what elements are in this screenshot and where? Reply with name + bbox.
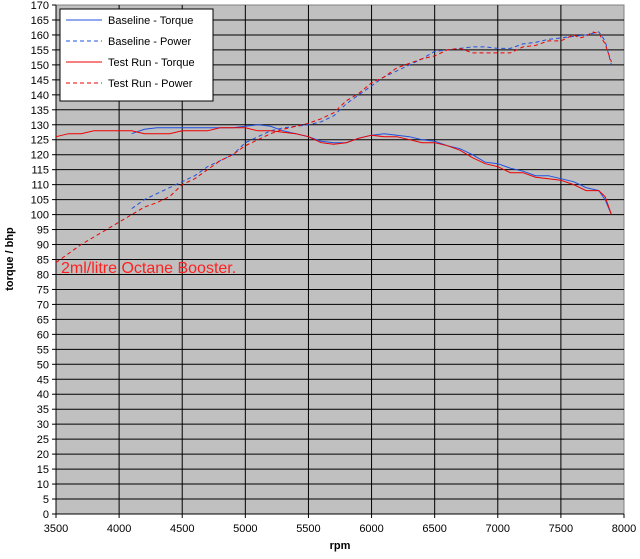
y-tick-label: 5 (43, 494, 49, 506)
y-tick-label: 135 (31, 105, 49, 117)
y-tick-label: 55 (37, 344, 49, 356)
gridlines (56, 5, 624, 514)
y-tick-label: 110 (31, 180, 49, 192)
x-tick-label: 7500 (549, 523, 573, 535)
y-tick-label: 115 (31, 165, 49, 177)
legend-label: Baseline - Power (108, 36, 191, 48)
legend-box (59, 8, 214, 102)
legend-label: Test Run - Power (108, 78, 193, 90)
y-tick-label: 90 (37, 240, 49, 252)
series-line-test-run-torque (55, 127, 612, 215)
y-tick-label: 70 (37, 299, 49, 311)
y-tick-label: 60 (37, 329, 49, 341)
y-tick-label: 15 (37, 464, 49, 476)
x-tick-label: 6000 (359, 523, 383, 535)
y-tick-label: 30 (37, 419, 49, 431)
series-line-test-run-power (55, 31, 612, 263)
y-tick-label: 145 (31, 75, 49, 87)
y-tick-label: 25 (37, 434, 49, 446)
y-tick-label: 165 (31, 15, 49, 27)
chart-annotation: 2ml/litre Octane Booster. (61, 260, 236, 277)
y-tick-label: 155 (31, 45, 49, 57)
y-tick-label: 150 (31, 60, 49, 72)
x-tick-label: 3500 (44, 523, 68, 535)
y-tick-label: 105 (31, 195, 49, 207)
x-tick-label: 8000 (612, 523, 636, 535)
legend: Baseline - Torque Baseline - Power Test Ru… (59, 8, 214, 102)
y-tick-label: 130 (31, 120, 49, 132)
y-tick-label: 85 (37, 255, 49, 267)
y-tick-label: 80 (37, 269, 49, 281)
y-tick-label: 75 (37, 284, 49, 296)
y-tick-label: 160 (31, 30, 49, 42)
y-tick-label: 35 (37, 404, 49, 416)
series-lines (55, 31, 612, 263)
y-tick-label: 100 (31, 210, 49, 222)
legend-label: Baseline - Torque (108, 15, 193, 27)
y-tick-label: 10 (37, 479, 49, 491)
x-tick-label: 4500 (170, 523, 194, 535)
y-tick-label: 170 (31, 0, 49, 12)
x-axis-label: rpm (330, 540, 351, 552)
legend-label: Test Run - Torque (108, 57, 195, 69)
y-tick-label: 20 (37, 449, 49, 461)
y-tick-label: 120 (31, 150, 49, 162)
y-tick-label: 0 (43, 509, 49, 521)
y-axis-label: torque / bhp (4, 227, 16, 291)
y-tick-label: 125 (31, 135, 49, 147)
y-tick-label: 65 (37, 314, 49, 326)
y-tick-label: 45 (37, 374, 49, 386)
x-tick-label: 5000 (233, 523, 257, 535)
y-tick-label: 140 (31, 90, 49, 102)
x-tick-label: 4000 (107, 523, 131, 535)
y-tick-label: 95 (37, 225, 49, 237)
axes: 0 5 10 15 20 25 30 35 40 45 50 55 60 65 70 75 80 85 90 95 10… (31, 0, 637, 535)
x-tick-label: 6500 (422, 523, 446, 535)
x-tick-label: 5500 (296, 523, 320, 535)
x-tick-label: 7000 (486, 523, 510, 535)
y-tick-label: 50 (37, 359, 49, 371)
y-tick-label: 40 (37, 389, 49, 401)
